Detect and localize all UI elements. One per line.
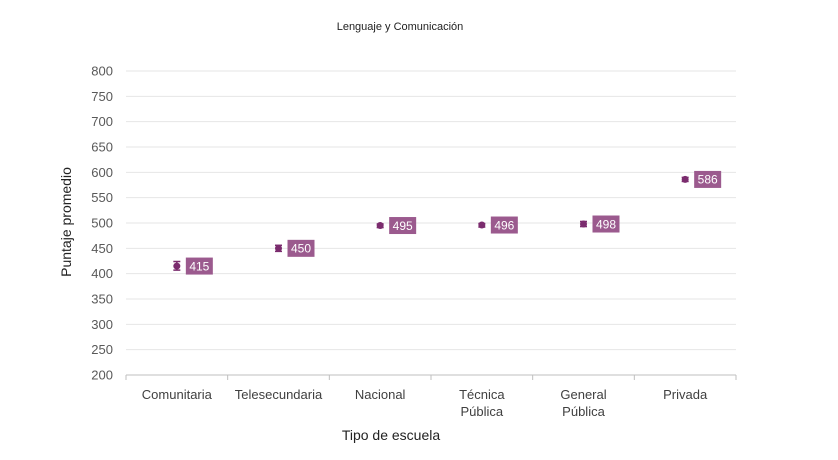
y-tick-label: 750 bbox=[91, 89, 113, 104]
data-label: 495 bbox=[393, 219, 413, 233]
data-label-box bbox=[185, 257, 213, 275]
x-tick-label: Nacional bbox=[355, 387, 406, 402]
y-tick-label: 550 bbox=[91, 190, 113, 205]
data-label-box bbox=[490, 216, 518, 234]
data-point bbox=[275, 244, 282, 252]
data-point bbox=[580, 220, 587, 228]
x-tick-label: Privada bbox=[663, 387, 708, 402]
x-tick-label-line: Telesecundaria bbox=[235, 387, 323, 402]
y-tick-label: 200 bbox=[91, 368, 113, 383]
y-tick-label: 500 bbox=[91, 216, 113, 231]
y-tick-label: 450 bbox=[91, 241, 113, 256]
data-point bbox=[173, 262, 181, 270]
x-tick-label: Técnica Pública bbox=[459, 387, 505, 419]
gridlines bbox=[126, 70, 736, 351]
x-tick-label-line: Comunitaria bbox=[142, 387, 213, 402]
data-label-box bbox=[287, 239, 315, 257]
data-label: 498 bbox=[596, 217, 616, 231]
data-label: 496 bbox=[494, 218, 514, 232]
y-tick-label: 300 bbox=[91, 317, 113, 332]
data-label-box bbox=[389, 217, 417, 235]
data-points: 415 450 495 496 498 586 bbox=[173, 170, 722, 275]
x-tick-label-line: Pública bbox=[461, 404, 504, 419]
data-label: 450 bbox=[291, 242, 311, 256]
x-tick-label-line: Técnica bbox=[459, 387, 505, 402]
data-point bbox=[478, 221, 486, 229]
data-point bbox=[376, 222, 384, 230]
y-tick-label: 250 bbox=[91, 342, 113, 357]
y-axis-label: Puntaje promedio bbox=[58, 167, 74, 277]
data-label-box bbox=[592, 215, 620, 233]
x-tick-label: Telesecundaria bbox=[235, 387, 323, 402]
x-tick-label-line: Pública bbox=[562, 404, 605, 419]
y-tick-label: 650 bbox=[91, 140, 113, 155]
x-axis-categories: Comunitaria Telesecundaria Nacional Técnica… bbox=[142, 387, 708, 419]
x-tick-label-line: General bbox=[560, 387, 606, 402]
data-label: 415 bbox=[189, 259, 209, 273]
y-tick-label: 350 bbox=[91, 292, 113, 307]
chart-title: Lenguaje y Comunicación bbox=[337, 21, 464, 33]
data-label-box bbox=[694, 170, 722, 188]
data-point bbox=[681, 175, 689, 183]
y-tick-label: 600 bbox=[91, 165, 113, 180]
data-label: 586 bbox=[698, 173, 718, 187]
x-tick-label: General Pública bbox=[560, 387, 606, 419]
x-tick-label-line: Nacional bbox=[355, 387, 406, 402]
y-tick-label: 400 bbox=[91, 266, 113, 281]
x-tick-label: Comunitaria bbox=[142, 387, 213, 402]
y-axis-ticks: 200 250 300 350 400 450 500 550 600 650 700 750 800 bbox=[91, 64, 113, 383]
x-tick-label-line: Privada bbox=[663, 387, 708, 402]
y-tick-label: 700 bbox=[91, 114, 113, 129]
x-axis-label: Tipo de escuela bbox=[342, 427, 441, 443]
x-axis-ticks bbox=[125, 375, 737, 380]
y-tick-label: 800 bbox=[91, 64, 113, 79]
